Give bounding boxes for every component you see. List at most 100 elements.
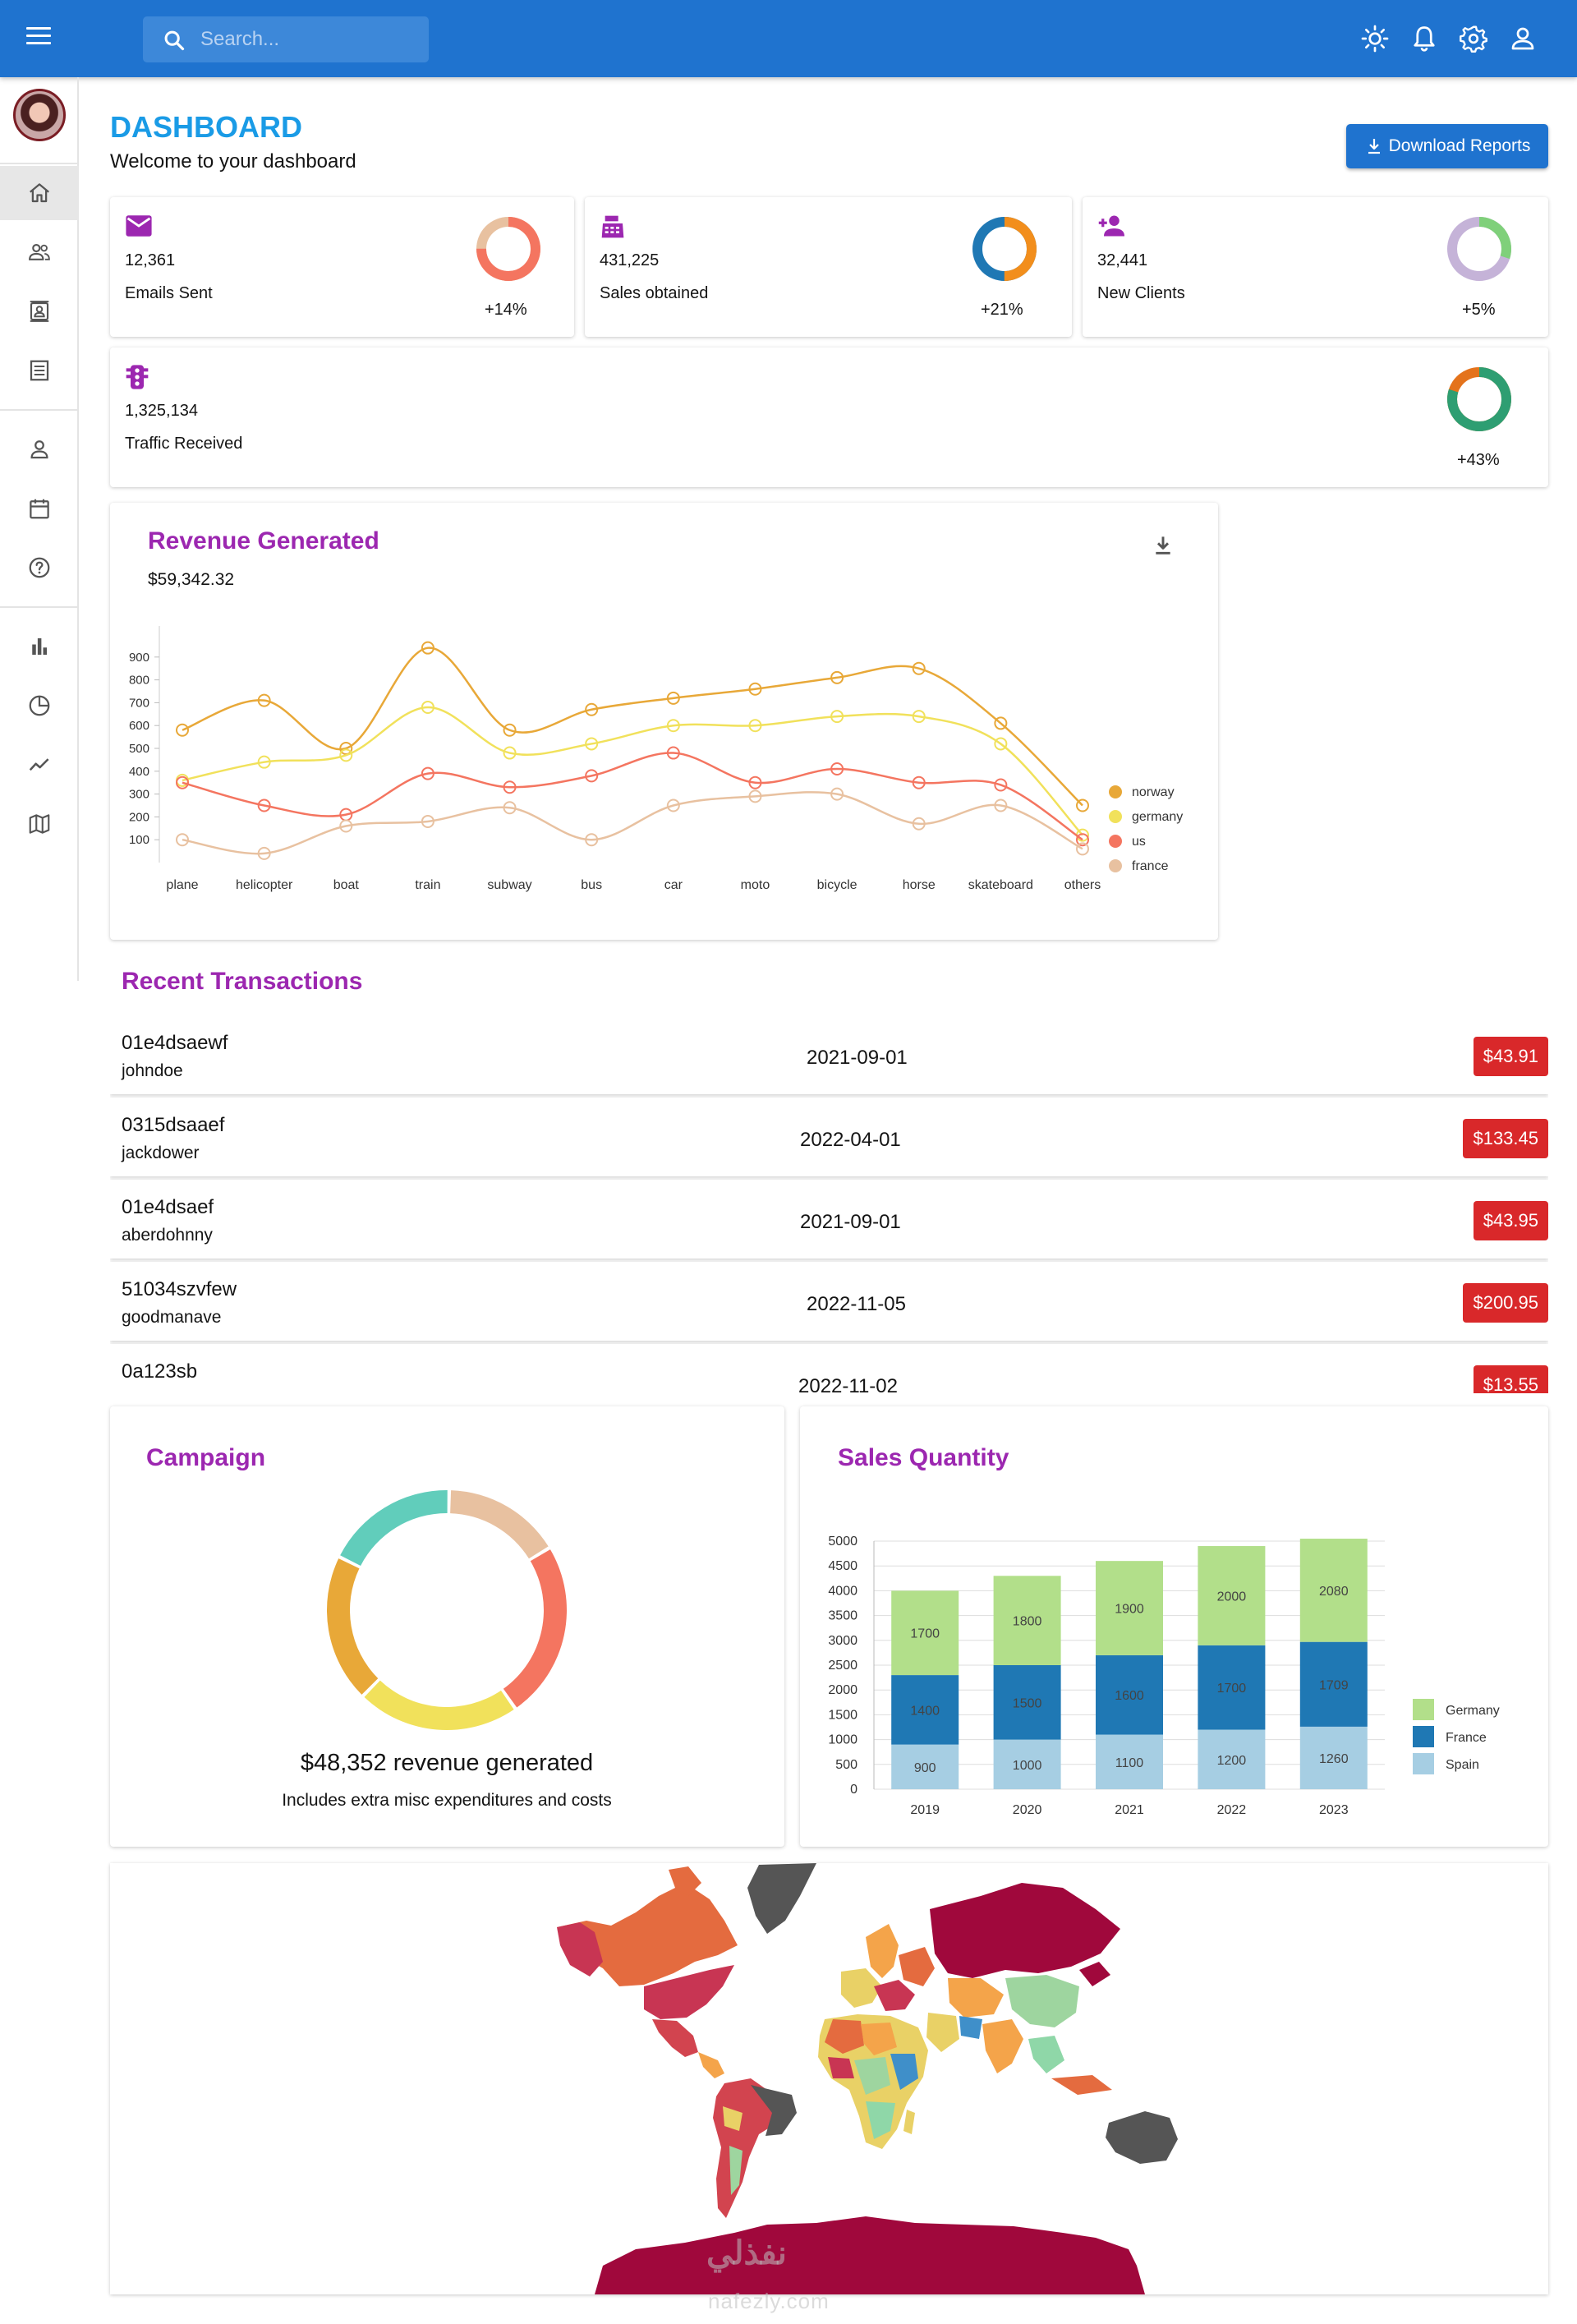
progress-circle: [1447, 217, 1511, 281]
top-bar: [0, 0, 1577, 77]
table-row[interactable]: 01e4dsaef aberdohnny 2021-09-01 $43.95: [110, 1180, 1548, 1259]
map-alaska[interactable]: [557, 1922, 603, 1977]
map-russia[interactable]: [930, 1883, 1120, 1978]
table-row[interactable]: 51034szvfew goodmanave 2022-11-05 $200.9…: [110, 1262, 1548, 1341]
campaign-title: Campaign: [146, 1444, 266, 1471]
map-india[interactable]: [982, 2019, 1023, 2073]
sidebar-item-contacts[interactable]: [0, 284, 79, 338]
map-argentina[interactable]: [729, 2146, 743, 2195]
y-tick-label: 2000: [828, 1683, 857, 1697]
data-point-norway: [912, 661, 926, 675]
data-point-norway: [339, 742, 353, 755]
bar-value-label: 1200: [1217, 1754, 1247, 1768]
sidebar-item-profile[interactable]: [0, 422, 79, 476]
search-input[interactable]: [200, 16, 414, 62]
stat-value: 431,225: [600, 251, 660, 269]
sidebar-item-calendar[interactable]: [0, 481, 79, 536]
download-icon[interactable]: [1150, 532, 1176, 559]
download-reports-label: Download Reports: [1388, 136, 1531, 155]
map-peru[interactable]: [723, 2106, 743, 2131]
pie-slice-0: [450, 1490, 549, 1559]
map-middle-east-a[interactable]: [959, 2016, 982, 2039]
map-central-america[interactable]: [698, 2052, 724, 2078]
map-west-africa[interactable]: [828, 2057, 854, 2078]
pie-slice-4: [340, 1490, 448, 1567]
sidebar-item-invoices[interactable]: [0, 343, 79, 398]
map-eastern-europe[interactable]: [899, 1947, 935, 1986]
sidebar-item-line[interactable]: [0, 738, 79, 792]
sidebar-item-team[interactable]: [0, 225, 79, 279]
legend-swatch-germany: [1109, 810, 1122, 823]
map-usa[interactable]: [644, 1965, 734, 2019]
map-north-africa-b[interactable]: [861, 2023, 897, 2055]
map-east-asia[interactable]: [1079, 1962, 1110, 1986]
map-brazil[interactable]: [751, 2085, 797, 2136]
map-central-europe[interactable]: [874, 1980, 915, 2011]
map-madagascar[interactable]: [903, 2110, 915, 2134]
map-north-africa-a[interactable]: [825, 2019, 864, 2054]
watermark-logo: نفذلي: [706, 2235, 787, 2271]
y-tick-label: 1500: [828, 1708, 857, 1722]
table-row[interactable]: 0315dsaaef jackdower 2022-04-01 $133.45: [110, 1098, 1548, 1176]
sidebar-item-pie[interactable]: [0, 679, 79, 733]
map-south-africa[interactable]: [866, 2101, 895, 2139]
map-australia[interactable]: [1106, 2111, 1178, 2164]
x-tick-label: helicopter: [236, 878, 293, 892]
bell-icon[interactable]: [1409, 24, 1439, 53]
x-tick-label: bicycle: [817, 878, 857, 892]
map-arctic[interactable]: [669, 1866, 701, 1896]
invoices-icon: [30, 360, 49, 381]
bar-value-label: 1260: [1319, 1752, 1349, 1766]
map-western-europe[interactable]: [841, 1968, 882, 2008]
map-indonesia[interactable]: [1051, 2075, 1112, 2095]
map-central-africa[interactable]: [854, 2057, 890, 2095]
map-central-asia[interactable]: [948, 1978, 1004, 2018]
map-china[interactable]: [1005, 1975, 1079, 2027]
data-point-us: [257, 798, 271, 812]
x-tick-label: horse: [903, 878, 936, 892]
y-tick-label: 3000: [828, 1634, 857, 1648]
map-greenland[interactable]: [747, 1863, 816, 1934]
y-tick-label: 200: [129, 810, 149, 824]
sidebar-item-geography[interactable]: [0, 797, 79, 851]
menu-icon[interactable]: [26, 27, 51, 47]
x-tick-label: 2019: [910, 1803, 940, 1817]
data-point-norway: [994, 716, 1008, 730]
map-east-africa[interactable]: [890, 2054, 918, 2090]
sidebar-item-home[interactable]: [0, 166, 79, 220]
stat-card-sales: 431,225 Sales obtained +21%: [585, 197, 1072, 337]
gear-icon[interactable]: [1459, 24, 1488, 53]
data-point-france: [666, 798, 680, 812]
x-tick-label: 2021: [1115, 1803, 1144, 1817]
avatar[interactable]: [13, 89, 66, 141]
sidebar-item-bar[interactable]: [0, 619, 79, 674]
table-row[interactable]: 01e4dsaewf johndoe 2021-09-01 $43.91: [110, 1015, 1548, 1094]
user-icon[interactable]: [1508, 24, 1538, 53]
data-point-norway: [585, 702, 599, 716]
table-row[interactable]: 0a123sb 2022-11-02 $13.55: [110, 1344, 1548, 1393]
data-point-us: [1076, 833, 1089, 847]
revenue-title: Revenue Generated: [148, 527, 379, 555]
data-point-us: [585, 769, 599, 783]
legend-swatch-Spain: [1413, 1753, 1434, 1774]
bar-Germany: [1299, 1539, 1368, 1642]
data-point-us: [830, 762, 844, 776]
revenue-line-chart: 100 200 300 400 500 600 700 800 900 plane helicopt…: [129, 626, 1183, 892]
map-mexico[interactable]: [652, 2019, 698, 2057]
bar-Germany: [1198, 1546, 1266, 1645]
map-middle-east-b[interactable]: [926, 2013, 959, 2052]
download-reports-button[interactable]: Download Reports: [1346, 124, 1548, 168]
person-icon: [30, 440, 48, 459]
sun-icon[interactable]: [1360, 24, 1390, 53]
sidebar-item-faq[interactable]: [0, 541, 79, 595]
search-box[interactable]: [143, 16, 429, 62]
data-point-norway: [1076, 798, 1089, 812]
map-southeast-asia[interactable]: [1028, 2036, 1064, 2073]
sidebar-divider: [0, 409, 79, 411]
transaction-date: 2022-04-01: [800, 1129, 901, 1151]
map-scandinavia[interactable]: [866, 1924, 899, 1978]
map-antarctica[interactable]: [595, 2216, 1145, 2294]
data-point-us: [994, 778, 1008, 792]
sales-title: Sales Quantity: [838, 1444, 1009, 1471]
transaction-cost: $133.45: [1463, 1119, 1548, 1158]
